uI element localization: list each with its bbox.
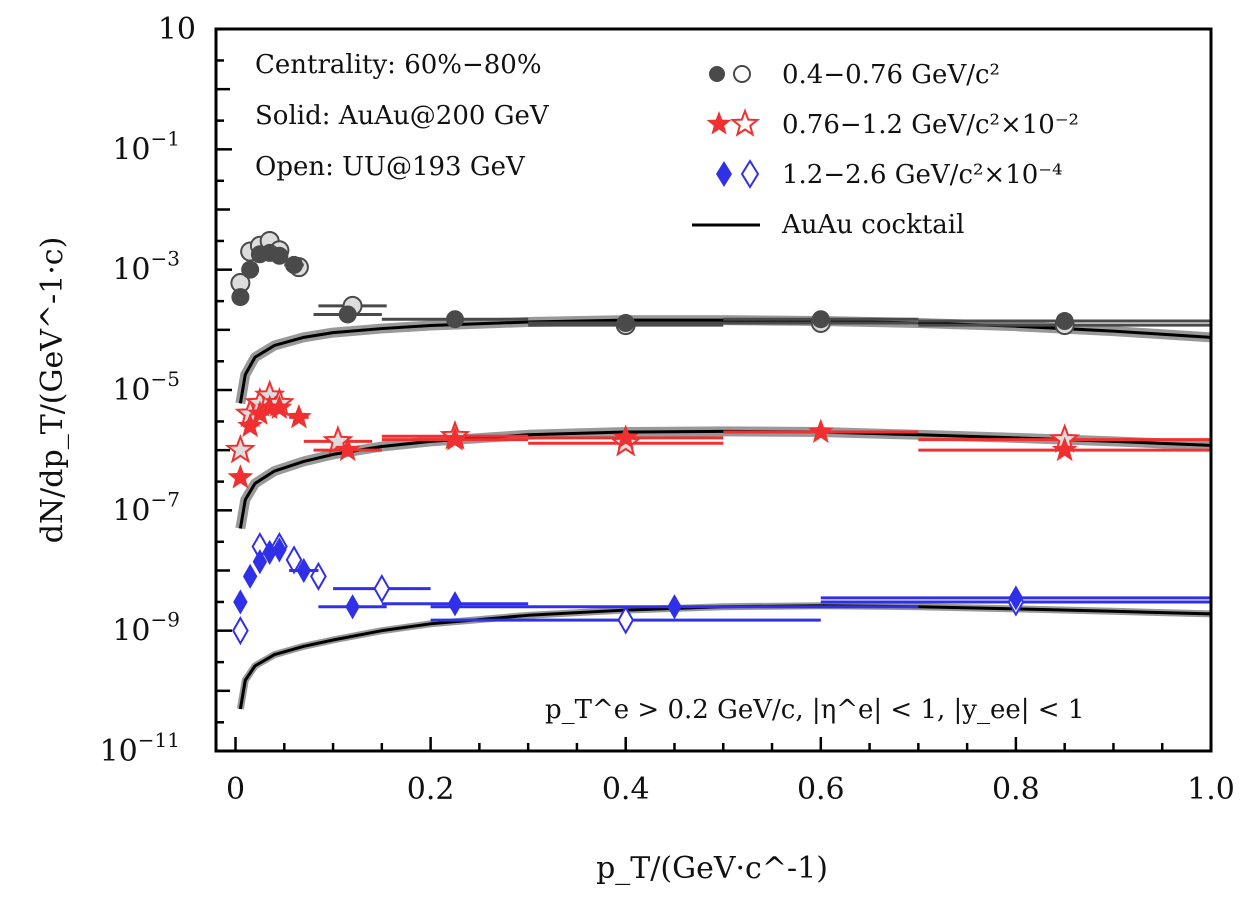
marker-diamond [1008,585,1024,611]
y-tick-base: 10 [158,12,196,47]
x-tick-label: 0.4 [602,772,650,807]
marker-star [808,418,834,443]
y-tick-label: 10−5 [112,367,180,408]
y-axis-label: dN/dp_T/(GeV^-1·c) [35,237,70,544]
legend-star-open [729,108,761,137]
marker-diamond [233,589,248,615]
marker-diamond [617,605,635,635]
marker-diamond [232,616,249,646]
y-tick-exponent: −3 [151,247,180,271]
legend-diamond-open [740,159,760,189]
y-tick-label: 10−1 [112,126,180,167]
marker-circle [270,246,289,265]
y-tick-exponent: −1 [151,126,180,150]
x-tick-label: 0.8 [992,772,1040,807]
marker-circle [338,305,357,324]
y-tick-base: 10 [100,734,138,769]
series-circle-filled [231,243,1211,332]
marker-diamond [310,561,327,591]
marker-star [1051,436,1078,462]
y-tick-base: 10 [112,493,150,528]
annotation-solid: Solid: AuAu@200 GeV [255,101,550,131]
x-tick-label: 0.2 [407,772,455,807]
marker-star [286,403,312,429]
marker-diamond [285,545,303,575]
y-tick-exponent: −7 [151,487,180,511]
marker-diamond [447,591,463,617]
marker-star [247,400,273,425]
y-tick-base: 10 [112,253,150,288]
marker-star [256,394,283,419]
marker-circle [231,288,250,307]
y-tick-base: 10 [112,373,150,408]
y-tick-base: 10 [112,614,150,649]
marker-star [237,412,263,438]
marker-diamond [262,539,277,565]
marker-diamond [242,563,258,589]
marker-star [227,464,254,489]
legend: 0.4−0.76 GeV/c² 0.76−1.2 GeV/c²×10⁻² 1.2… [692,60,1079,240]
legend-star-filled [706,111,732,135]
marker-circle [241,260,260,279]
marker-diamond [296,557,311,584]
marker-circle [445,310,464,329]
marker-diamond [345,594,360,620]
y-tick-exponent: −5 [151,367,180,391]
x-tick-label: 0 [226,772,245,807]
legend-marker-circle-open [733,65,751,83]
marker-diamond [252,549,268,575]
y-tick-label: 10−3 [112,247,180,288]
series-diamond-open [232,531,1211,646]
marker-star [224,433,256,464]
annotation-open: Open: UU@193 GeV [255,152,526,182]
y-tick-label: 10−7 [112,487,180,528]
legend-label-1: 0.76−1.2 GeV/c²×10⁻² [782,110,1079,140]
marker-diamond [667,594,682,620]
legend-marker-star [706,108,761,137]
legend-label-2: 1.2−2.6 GeV/c²×10⁻⁴ [782,160,1062,190]
y-tick-label: 10 [158,12,196,47]
marker-star [334,436,361,462]
marker-diamond [373,573,391,604]
y-tick-label: 10−9 [112,608,180,649]
marker-circle [616,313,635,332]
x-tick-label: 0.6 [797,772,845,807]
annotation-cuts: p_T^e > 0.2 GeV/c, |η^e| < 1, |y_ee| < 1 [545,695,1084,725]
x-axis: 0 0.2 0.4 0.6 0.8 1.0 [226,737,1235,807]
marker-star [442,426,468,451]
y-tick-label: 10−11 [100,728,180,769]
legend-label-0: 0.4−0.76 GeV/c² [782,60,1000,90]
marker-star [266,394,293,419]
marker-diamond [272,537,287,563]
marker-star [612,424,639,449]
legend-marker-diamond [716,159,760,189]
annotation-centrality: Centrality: 60%−80% [255,50,542,80]
y-tick-exponent: −11 [138,728,180,752]
legend-marker-circle-filled [709,66,725,82]
cocktail-curves [235,315,1212,710]
series-diamond-filled [233,537,1211,620]
y-tick-exponent: −9 [151,608,180,632]
data-points [224,230,1211,646]
y-tick-base: 10 [112,132,150,167]
marker-circle [811,310,830,329]
marker-circle [285,255,304,274]
legend-diamond-filled [716,161,732,187]
legend-label-3: AuAu cocktail [781,210,964,240]
x-tick-label: 1.0 [1187,772,1235,807]
marker-circle [1055,312,1074,331]
series-star-filled [227,394,1211,489]
x-axis-label: p_T/(GeV·c^-1) [596,851,828,886]
